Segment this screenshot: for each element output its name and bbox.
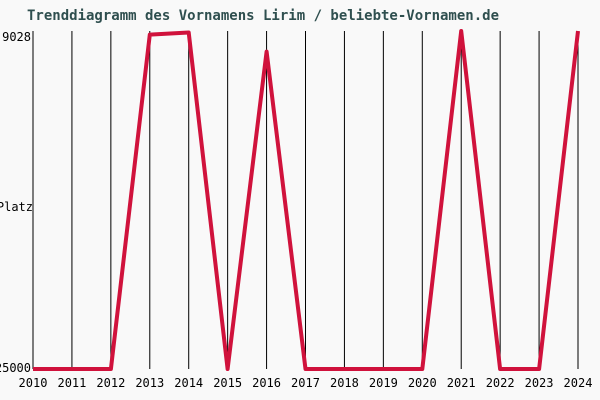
page-title: Trenddiagramm des Vornamens Lirim / beli… [27, 8, 500, 24]
x-tick-label-2024: 2024 [564, 376, 593, 390]
x-tick-label-2012: 2012 [96, 376, 125, 390]
x-tick-label-2017: 2017 [291, 376, 320, 390]
y-axis-top-tick-label: 9028 [2, 30, 31, 44]
y-axis-title: Platz [0, 200, 33, 214]
x-tick-label-2011: 2011 [57, 376, 86, 390]
y-axis-bottom-tick-label: 25000 [0, 361, 31, 375]
gridlines-group [32, 31, 579, 369]
x-tick-label-2022: 2022 [486, 376, 515, 390]
x-tick-label-2015: 2015 [213, 376, 242, 390]
x-tick-label-2010: 2010 [19, 376, 48, 390]
x-tick-label-2016: 2016 [252, 376, 281, 390]
x-tick-label-2023: 2023 [525, 376, 554, 390]
x-tick-labels-group: 2010 2011 2012 2013 2014 2015 2016 2017 2018 2019… [19, 376, 593, 390]
x-tick-label-2018: 2018 [330, 376, 359, 390]
x-tick-label-2019: 2019 [369, 376, 398, 390]
x-tick-label-2020: 2020 [408, 376, 437, 390]
x-tick-label-2021: 2021 [447, 376, 476, 390]
x-tick-label-2013: 2013 [135, 376, 164, 390]
trend-line [33, 29, 580, 371]
x-tick-label-2014: 2014 [174, 376, 203, 390]
